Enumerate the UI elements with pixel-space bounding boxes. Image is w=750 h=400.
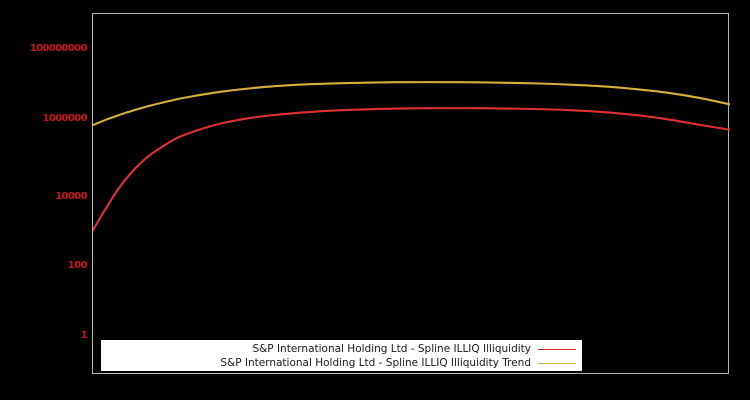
legend-label-1: S&P International Holding Ltd - Spline I… (220, 357, 531, 369)
series-line-illiq-illiquidity (93, 107, 730, 232)
y-tick-label-1000000: 1000000 (42, 113, 87, 124)
y-tick-label-1: 1 (80, 330, 88, 341)
plot-svg (93, 81, 730, 232)
legend-swatch-0 (538, 348, 576, 350)
legend-swatch-1 (538, 362, 576, 364)
legend: S&P International Holding Ltd - Spline I… (101, 340, 582, 371)
y-axis-tick-labels: 100000000 1000000 10000 100 1 (0, 0, 88, 400)
legend-entry-0: S&P International Holding Ltd - Spline I… (101, 342, 582, 356)
legend-label-0: S&P International Holding Ltd - Spline I… (252, 343, 531, 355)
y-tick-label-100000000: 100000000 (29, 43, 88, 54)
plot-area (92, 13, 730, 374)
y-tick-label-10000: 10000 (55, 191, 87, 202)
legend-entry-1: S&P International Holding Ltd - Spline I… (101, 356, 582, 370)
y-tick-label-100: 100 (67, 260, 88, 271)
series-line-illiq-illiquidity-trend (93, 81, 730, 127)
